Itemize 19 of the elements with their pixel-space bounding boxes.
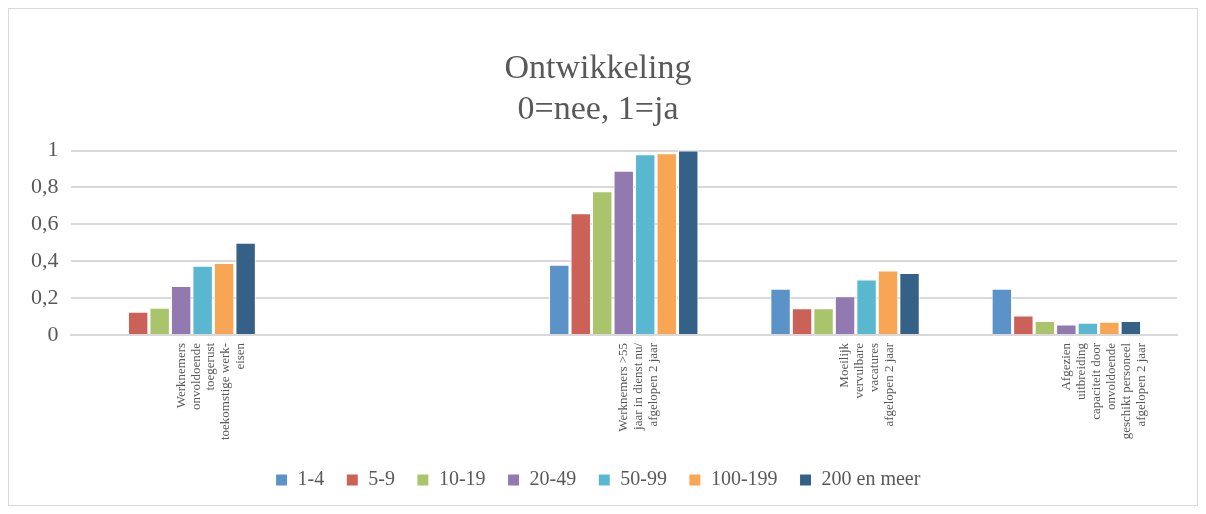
legend-label: 20-49 <box>529 467 577 490</box>
legend-label: 100-199 <box>710 467 778 490</box>
y-tick-label: 0,2 <box>31 283 59 309</box>
y-tick-label: 0,4 <box>31 246 59 272</box>
chart-title: Ontwikkeling <box>504 48 692 86</box>
x-tick-label: Afgezien uitbreiding capaciteit door onvoldoende geschikt personeel afgelopen 2 jaar <box>1057 342 1148 440</box>
chart-subtitle: 0=nee, 1=ja <box>517 89 679 127</box>
y-tick-label: 0,6 <box>31 210 59 236</box>
legend-label: 50-99 <box>620 467 667 490</box>
x-tick-label: Moeilijk vervulbare vacatures afgelopen 2 jaar <box>836 342 897 427</box>
x-tick-label: Werknemers >55 jaar in dienst nu/ afgelopen 2 jaar <box>615 342 661 432</box>
y-tick-label: 0 <box>47 320 59 346</box>
legend-label: 10-19 <box>438 467 486 490</box>
legend-label: 5-9 <box>368 467 395 490</box>
legend-label: 200 en meer <box>821 467 921 490</box>
y-tick-label: 0,8 <box>31 173 59 199</box>
x-tick-label: Werknemers onvoldoende toegerust toekomstige werk- eisen <box>172 342 248 441</box>
legend-label: 1-4 <box>297 467 325 490</box>
y-tick-label: 1 <box>47 136 59 162</box>
